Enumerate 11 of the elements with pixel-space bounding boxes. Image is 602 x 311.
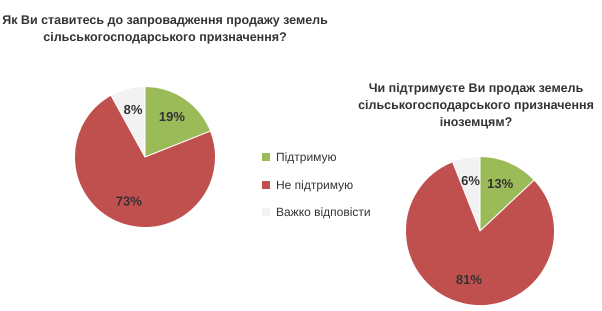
data-label: 73% bbox=[116, 194, 142, 209]
chart-title: Чи підтримуєте Ви продаж земель сільськогосподарського призначення іноземцям? bbox=[357, 80, 595, 131]
legend-label: Важко відповісти bbox=[276, 205, 371, 219]
data-label: 81% bbox=[456, 272, 482, 288]
data-label: 8% bbox=[124, 102, 143, 118]
chart-title: Як Ви ставитесь до запровадження продажу земель сільськогосподарського призначення? bbox=[1, 12, 329, 46]
data-label: 13% bbox=[487, 176, 514, 192]
data-label: 19% bbox=[158, 108, 186, 124]
data-label: 6% bbox=[461, 172, 480, 188]
legend-label: Підтримую bbox=[276, 150, 337, 164]
legend-label: Не підтримую bbox=[276, 178, 354, 192]
